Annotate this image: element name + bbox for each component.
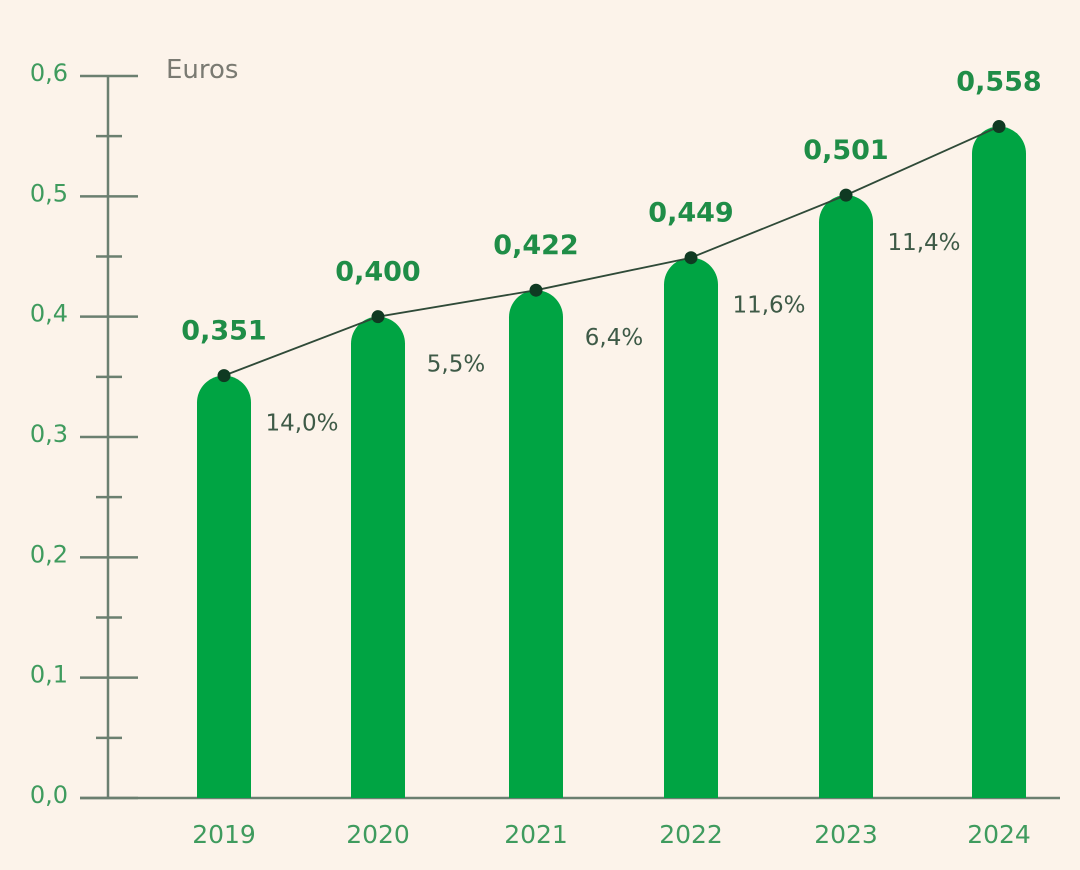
- y-tick-label: 0,3: [30, 420, 68, 448]
- bar-2023: [819, 195, 873, 798]
- bar-2021: [509, 290, 563, 798]
- value-label: 0,558: [956, 67, 1041, 98]
- y-tick-label: 0,1: [30, 661, 68, 689]
- value-label: 0,422: [493, 230, 578, 261]
- x-tick-label: 2024: [967, 820, 1031, 849]
- trend-point: [371, 310, 385, 324]
- x-tick-label: 2021: [504, 820, 568, 849]
- trend-line: [223, 125, 1000, 377]
- y-tick-label: 0,2: [30, 540, 68, 568]
- bar-2022: [664, 257, 718, 798]
- growth-label: 14,0%: [265, 411, 338, 437]
- y-tick-label: 0,5: [30, 179, 68, 207]
- trend-point: [684, 251, 698, 265]
- growth-label: 6,4%: [585, 325, 643, 351]
- x-tick-label: 2023: [814, 820, 878, 849]
- growth-label: 5,5%: [427, 352, 485, 378]
- trend-point: [992, 120, 1006, 134]
- x-tick-label: 2020: [346, 820, 410, 849]
- growth-label: 11,6%: [732, 293, 805, 319]
- value-label: 0,400: [335, 257, 420, 288]
- value-label: 0,351: [181, 316, 266, 347]
- trend-point: [529, 283, 543, 297]
- y-tick-label: 0,0: [30, 781, 68, 809]
- x-tick-label: 2022: [659, 820, 723, 849]
- bar-2019: [197, 375, 251, 798]
- y-tick-label: 0,6: [30, 59, 68, 87]
- value-label: 0,501: [803, 135, 888, 166]
- growth-label: 11,4%: [887, 230, 960, 256]
- y-tick-label: 0,4: [30, 300, 68, 328]
- trend-point: [217, 369, 231, 383]
- trend-point: [839, 188, 853, 202]
- bar-2024: [972, 126, 1026, 799]
- y-axis-unit-label: Euros: [166, 55, 238, 85]
- bar-2020: [351, 316, 405, 798]
- x-tick-label: 2019: [192, 820, 256, 849]
- value-label: 0,449: [648, 198, 733, 229]
